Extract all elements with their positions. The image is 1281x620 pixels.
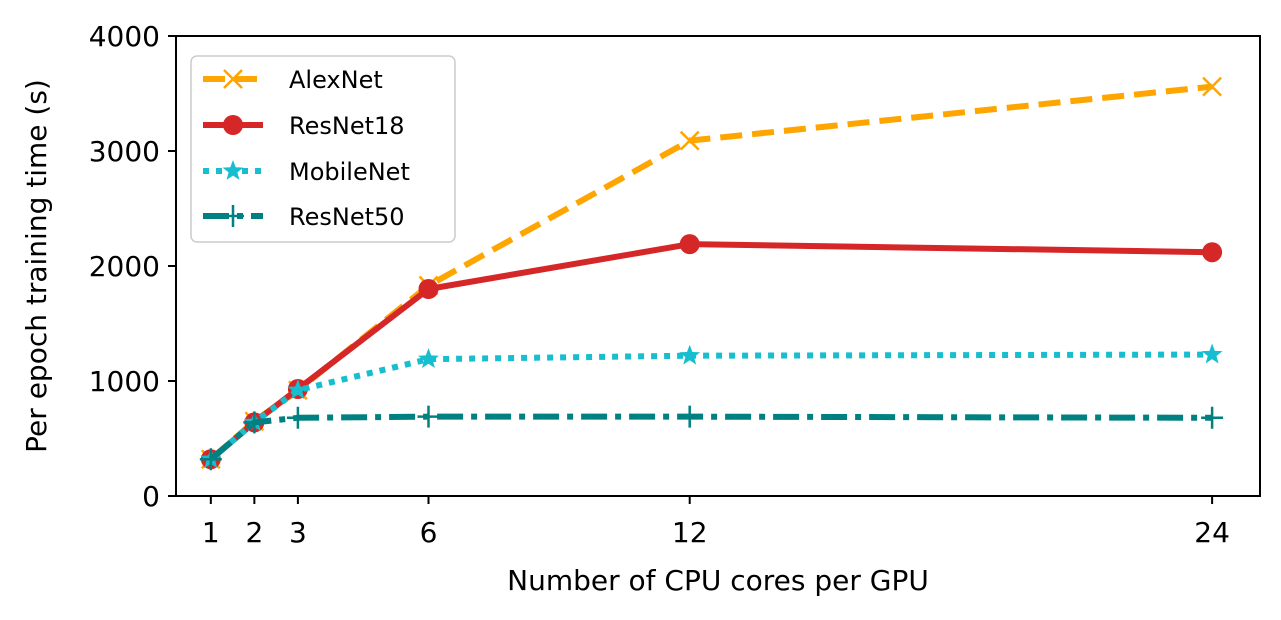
data-point-mobilenet-6 — [418, 348, 439, 369]
legend-entry-resnet18: ResNet18 — [203, 112, 405, 140]
legend-label-resnet18: ResNet18 — [289, 112, 405, 140]
y-tick-label-4000: 4000 — [89, 20, 160, 53]
legend-marker-mobilenet — [222, 160, 244, 180]
data-point-mobilenet-3 — [287, 379, 309, 400]
x-tick-label-12: 12 — [672, 516, 708, 549]
legend: AlexNet ResNet18 MobileNet ResNet50 — [190, 55, 456, 243]
legend-label-resnet50: ResNet50 — [289, 203, 405, 231]
y-tick-label-3000: 3000 — [89, 135, 160, 168]
series-resnet50 — [199, 405, 1224, 471]
data-point-resnet18-6 — [418, 279, 439, 299]
x-tick-label-24: 24 — [1194, 516, 1230, 549]
legend-label-alexnet: AlexNet — [289, 66, 383, 94]
data-point-alexnet-24 — [1202, 76, 1222, 97]
y-axis-label: Per epoch training time (s) — [20, 79, 53, 453]
x-tick-label-3: 3 — [289, 516, 307, 549]
data-point-resnet50-24 — [1201, 406, 1224, 429]
series-layer — [199, 76, 1224, 471]
data-point-resnet50-2 — [243, 411, 266, 434]
x-tick-label-6: 6 — [420, 516, 438, 549]
legend-box — [190, 55, 456, 243]
legend-entry-resnet50: ResNet50 — [203, 203, 405, 231]
x-axis-label: Number of CPU cores per GPU — [507, 564, 929, 597]
data-point-resnet18-12 — [679, 234, 700, 255]
data-point-resnet50-12 — [678, 405, 701, 428]
data-point-resnet18-24 — [1202, 242, 1223, 263]
data-point-mobilenet-12 — [679, 344, 701, 365]
y-tick-label-2000: 2000 — [89, 250, 160, 283]
legend-entry-alexnet: AlexNet — [203, 66, 383, 94]
x-tick-label-2: 2 — [245, 516, 263, 549]
legend-marker-alexnet — [223, 69, 243, 89]
x-tick-label-1: 1 — [202, 516, 220, 549]
legend-marker-resnet18 — [223, 115, 243, 135]
legend-label-mobilenet: MobileNet — [289, 158, 410, 186]
data-point-resnet50-1 — [199, 448, 222, 471]
data-point-resnet50-6 — [417, 405, 440, 428]
data-point-mobilenet-24 — [1201, 343, 1223, 364]
legend-entry-mobilenet: MobileNet — [203, 158, 410, 186]
data-point-resnet50-3 — [286, 406, 309, 429]
data-point-alexnet-12 — [679, 130, 700, 151]
y-tick-label-0: 0 — [142, 480, 160, 513]
series-line-resnet50 — [208, 413, 1213, 462]
legend-marker-resnet50 — [222, 205, 244, 227]
y-tick-label-1000: 1000 — [89, 365, 160, 398]
